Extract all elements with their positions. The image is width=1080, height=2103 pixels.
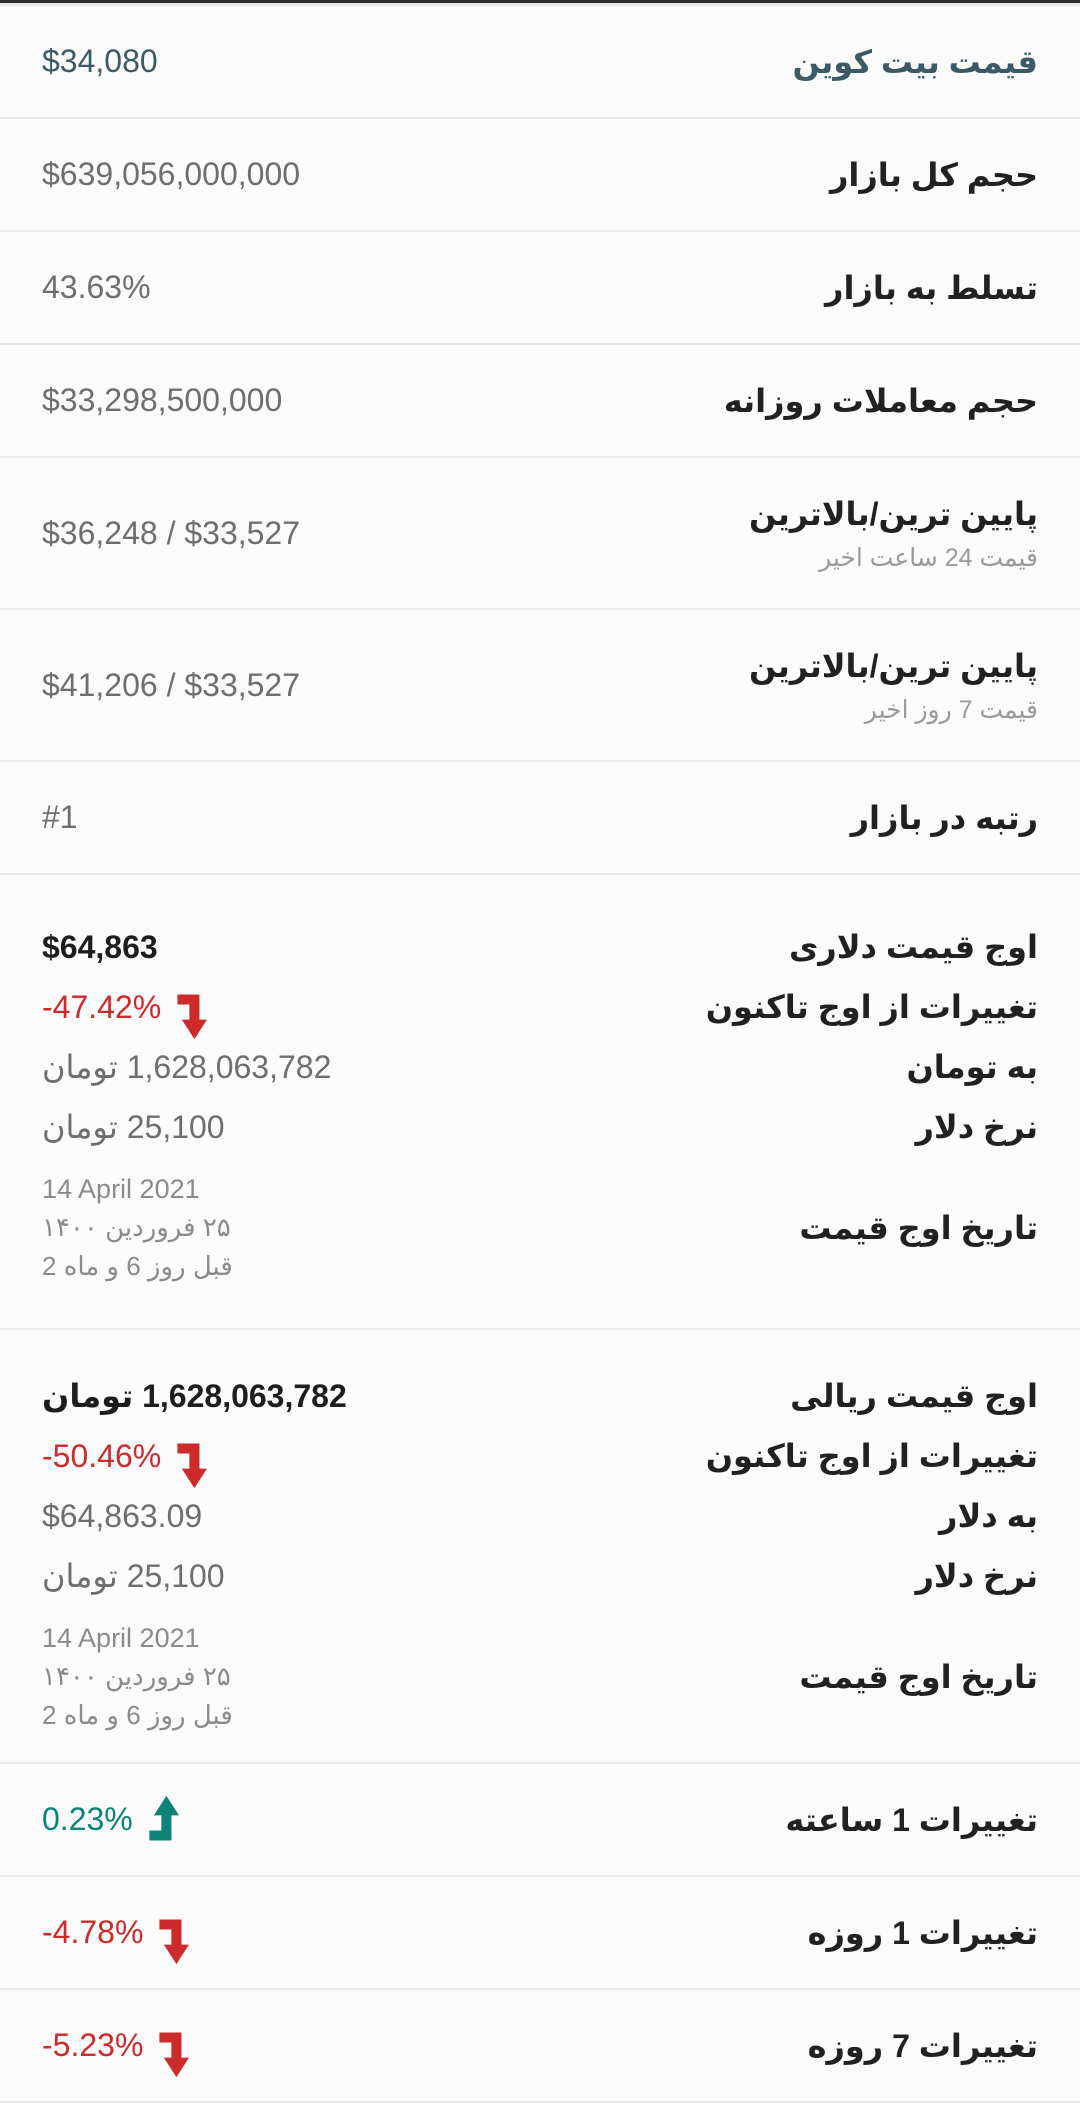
ath-rial-change-value-wrap: -50.46% <box>42 1433 208 1488</box>
row-change-1h: تغییرات 1 ساعته 0.23% <box>0 1764 1080 1877</box>
change-1d-label: تغییرات 1 روزه <box>807 1914 1038 1951</box>
market-rank-value: #1 <box>42 799 78 835</box>
market-cap-label: حجم کل بازار <box>829 156 1038 193</box>
ath-rial-date-jalali: ۲۵ فروردین ۱۴۰۰ <box>42 1661 231 1691</box>
change-1d-value-wrap: -4.78% <box>42 1909 190 1965</box>
row-bitcoin-price: قیمت بیت کوین $34,080 <box>0 6 1080 119</box>
change-7d-label: تغییرات 7 روزه <box>807 2027 1038 2064</box>
ath-usd-date-gregorian: 14 April 2021 <box>42 1174 200 1204</box>
market-cap-value: $639,056,000,000 <box>42 156 301 192</box>
ath-usd-date-block: 14 April 2021 ۲۵ فروردین ۱۴۰۰ ⁨2⁩ ⁨ماه⁩ … <box>42 1171 233 1285</box>
top-divider <box>0 0 1080 6</box>
ath-rial-date-block: 14 April 2021 ۲۵ فروردین ۱۴۰۰ ⁨2⁩ ⁨ماه⁩ … <box>42 1620 233 1734</box>
trend-down-icon <box>177 993 208 1039</box>
change-1h-value-wrap: 0.23% <box>42 1795 179 1843</box>
change-1d-value: -4.78% <box>42 1914 144 1950</box>
row-market-cap: حجم کل بازار $639,056,000,000 <box>0 119 1080 232</box>
row-low-high-24h: پایین ترین/بالاترین قیمت 24 ساعت اخیر $3… <box>0 458 1080 610</box>
bitcoin-price-value: $34,080 <box>42 43 158 79</box>
ath-usd-toman-label: به تومان <box>906 1049 1038 1085</box>
ath-rial-date-label: تاریخ اوج قیمت <box>799 1659 1038 1695</box>
ath-rial-dollar-rate-label: نرخ دلار <box>915 1558 1038 1594</box>
ath-rial-dollar-rate-value: 25,100 تومان <box>42 1558 225 1594</box>
ath-rial-date-relative: ⁨2⁩ ⁨ماه⁩ ⁨و⁩ ⁨6⁩ ⁨روز⁩ ⁨قبل⁩ <box>42 1700 233 1730</box>
ath-rial-date-gregorian: 14 April 2021 <box>42 1623 200 1653</box>
ath-rial-dollar-label: به دلار <box>939 1498 1038 1534</box>
change-1h-value: 0.23% <box>42 1801 133 1837</box>
daily-volume-value: $33,298,500,000 <box>42 382 283 418</box>
row-daily-volume: حجم معاملات روزانه $33,298,500,000 <box>0 345 1080 458</box>
row-low-high-7d: پایین ترین/بالاترین قیمت 7 روز اخیر $41,… <box>0 610 1080 762</box>
low-high-7d-labels: پایین ترین/بالاترین قیمت 7 روز اخیر <box>749 646 1038 725</box>
bitcoin-price-label: قیمت بیت کوین <box>792 43 1038 80</box>
trend-down-icon <box>177 1442 208 1488</box>
daily-volume-label: حجم معاملات روزانه <box>723 382 1038 419</box>
ath-usd-date-jalali: ۲۵ فروردین ۱۴۰۰ <box>42 1212 231 1242</box>
trend-up-icon <box>149 1795 179 1841</box>
ath-usd-change-value-wrap: -47.42% <box>42 984 208 1039</box>
market-rank-label: رتبه در بازار <box>850 799 1038 836</box>
ath-usd-label: اوج قیمت دلاری <box>788 929 1038 965</box>
row-market-dominance: تسلط به بازار 43.63% <box>0 232 1080 345</box>
section-ath-usd: اوج قیمت دلاری $64,863 تغییرات از اوج تا… <box>0 875 1080 1330</box>
ath-usd-value: $64,863 <box>42 928 158 965</box>
trend-down-icon <box>159 1919 190 1965</box>
ath-rial-change-value: -50.46% <box>42 1437 162 1474</box>
row-change-1d: تغییرات 1 روزه -4.78% <box>0 1877 1080 1990</box>
row-market-rank: رتبه در بازار #1 <box>0 762 1080 875</box>
ath-usd-toman-value: 1,628,063,782 تومان <box>42 1049 332 1085</box>
change-7d-value-wrap: -5.23% <box>42 2022 190 2078</box>
low-high-7d-label: پایین ترین/بالاترین <box>748 647 1038 684</box>
low-high-7d-value: $41,206 / $33,527 <box>42 666 301 703</box>
low-high-24h-sublabel: قیمت 24 ساعت اخیر <box>819 543 1038 572</box>
market-dominance-value: 43.63% <box>42 269 151 305</box>
low-high-24h-value: $36,248 / $33,527 <box>42 514 301 551</box>
trend-down-icon <box>159 2032 190 2078</box>
market-dominance-label: تسلط به بازار <box>825 269 1038 306</box>
ath-usd-change-value: -47.42% <box>42 988 162 1025</box>
low-high-24h-label: پایین ترین/بالاترین <box>748 495 1038 532</box>
ath-rial-label: اوج قیمت ریالی <box>790 1378 1038 1414</box>
section-ath-rial: اوج قیمت ریالی 1,628,063,782 تومان تغییر… <box>0 1330 1080 1764</box>
low-high-24h-labels: پایین ترین/بالاترین قیمت 24 ساعت اخیر <box>749 494 1038 573</box>
change-1h-label: تغییرات 1 ساعته <box>785 1801 1038 1838</box>
ath-usd-date-relative: ⁨2⁩ ⁨ماه⁩ ⁨و⁩ ⁨6⁩ ⁨روز⁩ ⁨قبل⁩ <box>42 1251 233 1281</box>
ath-rial-dollar-value: $64,863.09 <box>42 1497 203 1534</box>
ath-usd-dollar-rate-label: نرخ دلار <box>915 1109 1038 1145</box>
row-change-7d: تغییرات 7 روزه -5.23% <box>0 1990 1080 2103</box>
ath-rial-change-label: تغییرات از اوج تاکنون <box>705 1438 1038 1474</box>
ath-usd-change-label: تغییرات از اوج تاکنون <box>705 989 1038 1025</box>
change-7d-value: -5.23% <box>42 2027 144 2063</box>
ath-usd-date-label: تاریخ اوج قیمت <box>799 1210 1038 1246</box>
ath-rial-value: 1,628,063,782 تومان <box>42 1378 347 1414</box>
low-high-7d-sublabel: قیمت 7 روز اخیر <box>864 695 1038 724</box>
ath-usd-dollar-rate-value: 25,100 تومان <box>42 1109 225 1145</box>
